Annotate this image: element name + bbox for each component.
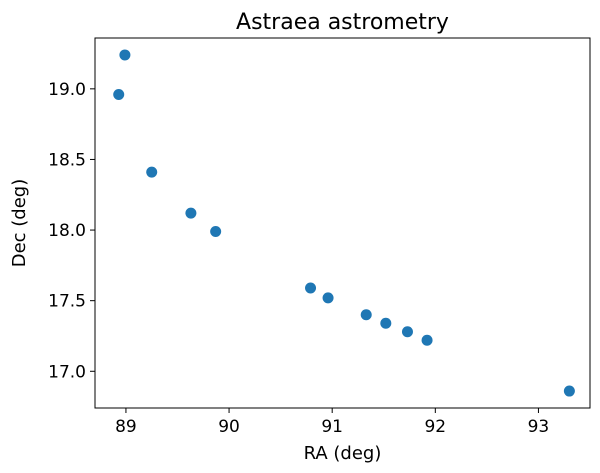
plot-frame [94, 37, 591, 409]
data-point [146, 166, 158, 178]
data-point [360, 309, 372, 321]
data-points [113, 49, 575, 397]
data-point [421, 334, 433, 346]
data-point [305, 282, 317, 294]
chart-title: Astraea astrometry [236, 10, 449, 35]
data-point [113, 88, 125, 100]
x-tick-label: 93 [528, 417, 550, 437]
y-tick-label: 17.5 [48, 292, 86, 312]
x-tick-label: 89 [115, 417, 137, 437]
x-tick-label: 90 [218, 417, 240, 437]
y-tick-label: 18.0 [48, 221, 86, 241]
x-axis-label: RA (deg) [304, 443, 382, 464]
x-tick-label: 91 [321, 417, 343, 437]
y-tick-label: 17.0 [48, 362, 86, 382]
y-tick-label: 19.0 [48, 80, 86, 100]
y-tick-label: 18.5 [48, 150, 86, 170]
data-point [380, 317, 392, 329]
data-point [119, 49, 131, 61]
x-tick-label: 92 [424, 417, 446, 437]
data-point [563, 385, 575, 397]
data-point [322, 292, 334, 304]
data-point [185, 207, 197, 219]
y-axis-ticks: 17.0 17.5 18.0 18.5 19.0 [48, 80, 95, 382]
data-point [401, 326, 413, 338]
data-point [210, 225, 222, 237]
x-axis-ticks: 89 90 91 92 93 [115, 408, 549, 437]
y-axis-label: Dec (deg) [9, 179, 30, 268]
